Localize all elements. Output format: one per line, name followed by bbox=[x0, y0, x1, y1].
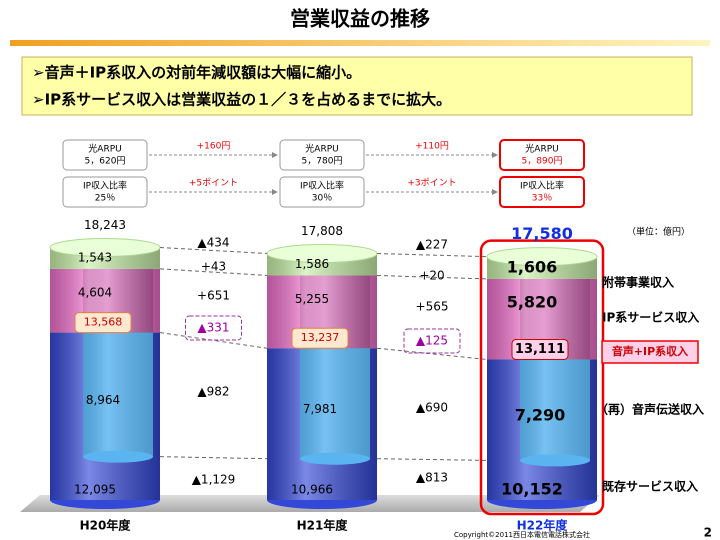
category-label: H21年度 bbox=[297, 518, 349, 533]
change-box bbox=[185, 315, 242, 341]
connector bbox=[376, 347, 488, 360]
slide-title: 営業収益の推移 bbox=[290, 7, 430, 31]
change-label: ▲331 bbox=[197, 321, 229, 335]
segment-label: 10,966 bbox=[291, 483, 333, 497]
summary-box bbox=[21, 56, 693, 116]
combined-outline bbox=[83, 268, 153, 457]
change-box bbox=[403, 328, 461, 354]
kpi-value: 5，780円 bbox=[302, 156, 343, 167]
legend-label: 音声+IP系収入 bbox=[612, 344, 688, 358]
total-label: 17,808 bbox=[301, 224, 343, 238]
change-label: +565 bbox=[416, 300, 449, 314]
kpi-value: 25％ bbox=[95, 193, 115, 204]
change-label: +651 bbox=[197, 289, 230, 303]
kpi-arrowhead bbox=[272, 152, 278, 158]
combined-outline bbox=[300, 275, 370, 459]
voice-label: 8,964 bbox=[86, 393, 120, 407]
kpi-value: 5，890円 bbox=[522, 156, 563, 167]
legend-label: 既存サービス収入 bbox=[602, 479, 698, 494]
segment-label: 5,820 bbox=[507, 292, 558, 311]
connector bbox=[376, 252, 488, 258]
kpi-change: +3ポイント bbox=[407, 178, 456, 189]
kpi-value: 30％ bbox=[312, 193, 332, 204]
category-label: H20年度 bbox=[80, 518, 132, 533]
category-label: H22年度 bbox=[517, 518, 569, 533]
change-label: ▲1,129 bbox=[192, 473, 236, 487]
combined-box bbox=[74, 312, 132, 334]
highlight-frame bbox=[479, 239, 605, 516]
chart: 12,095 4,604 1,543 8,964 13,568 18,243 H20年度 10… bbox=[49, 218, 704, 533]
kpi-box bbox=[62, 139, 148, 171]
segment-label: 5,255 bbox=[295, 292, 329, 306]
change-label: +20 bbox=[419, 269, 444, 283]
page-number: 2 bbox=[704, 526, 712, 540]
copyright: Copyright©2011西日本電信電話株式会社 bbox=[454, 530, 590, 539]
kpi-box bbox=[499, 139, 585, 171]
voice-bottom bbox=[520, 454, 590, 467]
kpi-arrowhead bbox=[492, 189, 498, 195]
total-label: 18,243 bbox=[84, 218, 126, 232]
change-label: ▲813 bbox=[416, 471, 448, 485]
kpi-change: +110円 bbox=[415, 141, 449, 152]
change-label: ▲227 bbox=[416, 238, 448, 252]
kpi-label: 光ARPU bbox=[525, 143, 558, 155]
kpi-value: 5，620円 bbox=[85, 156, 126, 167]
combined-label: 13,111 bbox=[515, 342, 565, 357]
connector bbox=[376, 274, 488, 280]
legend-box bbox=[601, 340, 699, 364]
connector bbox=[159, 268, 268, 276]
segment-label: 4,604 bbox=[78, 285, 112, 299]
legend-label: （再）音声伝送収入 bbox=[596, 402, 704, 417]
kpi-change: +160円 bbox=[197, 141, 231, 152]
kpi-label: IP収入比率 bbox=[83, 180, 127, 192]
kpi-box bbox=[499, 176, 585, 208]
combined-outline bbox=[520, 278, 590, 461]
total-label: 17,580 bbox=[511, 224, 573, 243]
legend-label: IP系サービス収入 bbox=[602, 310, 699, 325]
voice-bottom bbox=[83, 450, 153, 463]
kpi-label: IP収入比率 bbox=[520, 180, 564, 192]
kpi-arrowhead bbox=[492, 152, 498, 158]
connector bbox=[159, 332, 268, 349]
combined-label: 13,237 bbox=[301, 331, 340, 344]
change-label: ▲690 bbox=[416, 401, 448, 415]
unit-label: （単位：億円） bbox=[627, 226, 690, 238]
kpi-label: IP収入比率 bbox=[300, 180, 344, 192]
kpi-label: 光ARPU bbox=[305, 143, 338, 155]
combined-box bbox=[291, 327, 349, 349]
kpi-box bbox=[279, 176, 365, 208]
connector bbox=[159, 246, 268, 254]
kpi-label: 光ARPU bbox=[88, 143, 121, 155]
bullet: ➢IP系サービス収入は営業収益の１／３を占めるまでに拡大。 bbox=[32, 91, 451, 109]
change-label: +43 bbox=[201, 260, 226, 274]
legend-label: 附帯事業収入 bbox=[602, 275, 674, 290]
connector bbox=[376, 458, 488, 461]
voice-label: 7,981 bbox=[303, 402, 337, 416]
voice-bottom bbox=[300, 452, 370, 465]
change-label: ▲982 bbox=[197, 385, 229, 399]
segment-label: 1,606 bbox=[507, 257, 558, 276]
kpi-change: +5ポイント bbox=[189, 178, 238, 189]
change-label: ▲434 bbox=[197, 236, 229, 250]
kpi-value: 33％ bbox=[532, 193, 552, 204]
bar-top bbox=[486, 247, 598, 267]
kpi-box bbox=[62, 176, 148, 208]
title-rule bbox=[10, 40, 710, 46]
segment-label: 1,586 bbox=[295, 257, 329, 271]
segment-label: 10,152 bbox=[501, 480, 563, 499]
combined-box bbox=[511, 338, 569, 360]
combined-label: 13,568 bbox=[84, 316, 123, 329]
kpi-arrowhead bbox=[272, 189, 278, 195]
segment-label: 1,543 bbox=[78, 251, 112, 265]
kpi-box bbox=[279, 139, 365, 171]
segment-label: 12,095 bbox=[74, 483, 116, 497]
bullet: ➢音声＋IP系収入の対前年減収額は大幅に縮小。 bbox=[32, 64, 361, 82]
voice-label: 7,290 bbox=[515, 405, 566, 424]
change-label: ▲125 bbox=[416, 334, 448, 348]
connector bbox=[159, 456, 268, 460]
